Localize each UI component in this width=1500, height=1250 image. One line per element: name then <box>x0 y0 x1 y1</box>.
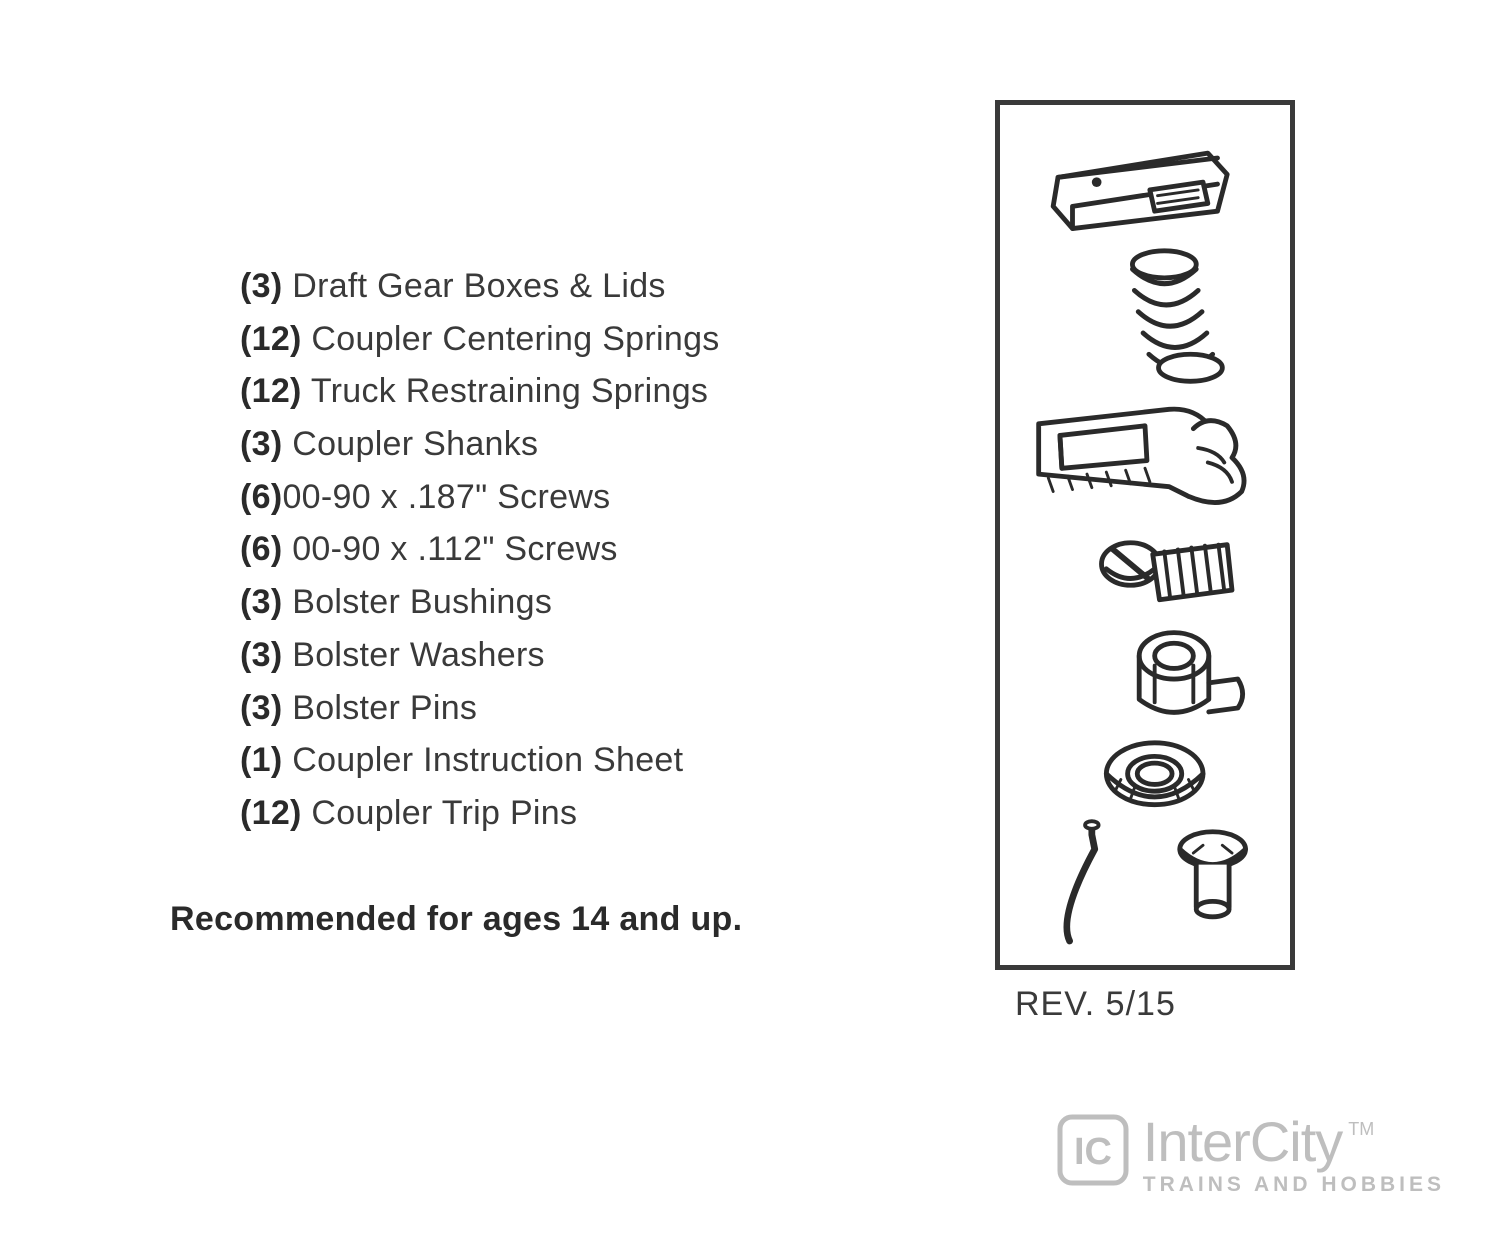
coupler-shank-icon <box>1039 409 1244 502</box>
watermark-subtitle: TRAINS AND HOBBIES <box>1143 1174 1445 1195</box>
parts-list-region: (3) Draft Gear Boxes & Lids (12) Coupler… <box>240 260 960 840</box>
watermark-tm: TM <box>1348 1120 1374 1138</box>
list-item: (3) Bolster Bushings <box>240 576 960 629</box>
watermark-badge-text: IC <box>1074 1131 1112 1173</box>
list-item: (3) Draft Gear Boxes & Lids <box>240 260 960 313</box>
item-qty: (3) <box>240 425 282 463</box>
item-qty: (3) <box>240 583 282 621</box>
item-label: Coupler Instruction Sheet <box>292 741 683 779</box>
item-label: Coupler Centering Springs <box>311 320 719 358</box>
item-qty: (6) <box>240 530 282 568</box>
bolster-pin-icon <box>1180 832 1246 917</box>
item-label: Bolster Bushings <box>292 583 552 621</box>
parts-diagram-svg <box>1000 105 1290 965</box>
item-label: Truck Restraining Springs <box>311 372 708 410</box>
watermark: IC InterCity TM TRAINS AND HOBBIES <box>1057 1114 1445 1195</box>
watermark-text-block: InterCity TM TRAINS AND HOBBIES <box>1143 1114 1445 1195</box>
list-item: (3) Coupler Shanks <box>240 418 960 471</box>
list-item: (6) 00-90 x .112" Screws <box>240 523 960 576</box>
screw-icon <box>1102 543 1233 600</box>
list-item: (1) Coupler Instruction Sheet <box>240 734 960 787</box>
item-label: Bolster Washers <box>292 636 545 674</box>
item-qty: (3) <box>240 636 282 674</box>
item-qty: (3) <box>240 689 282 727</box>
list-item: (12) Coupler Centering Springs <box>240 313 960 366</box>
age-recommendation: Recommended for ages 14 and up. <box>170 900 742 939</box>
draft-gear-box-icon <box>1053 153 1227 228</box>
item-label: Coupler Shanks <box>292 425 538 463</box>
item-qty: (6) <box>240 478 282 516</box>
item-qty: (1) <box>240 741 282 779</box>
list-item: (12) Coupler Trip Pins <box>240 787 960 840</box>
item-qty: (12) <box>240 320 302 358</box>
centering-spring-icon <box>1132 251 1222 381</box>
watermark-badge-icon: IC <box>1057 1114 1129 1186</box>
item-qty: (3) <box>240 267 282 305</box>
item-qty: (12) <box>240 794 302 832</box>
list-item: (12) Truck Restraining Springs <box>240 365 960 418</box>
list-item: (6)00-90 x .187" Screws <box>240 471 960 524</box>
revision-label: REV. 5/15 <box>1015 985 1176 1024</box>
item-label: 00-90 x .112" Screws <box>292 530 617 568</box>
list-item: (3) Bolster Pins <box>240 682 960 735</box>
parts-list: (3) Draft Gear Boxes & Lids (12) Coupler… <box>240 260 960 840</box>
item-qty: (12) <box>240 372 302 410</box>
trip-pin-icon <box>1067 821 1099 941</box>
list-item: (3) Bolster Washers <box>240 629 960 682</box>
watermark-title-row: InterCity TM <box>1143 1114 1445 1170</box>
bolster-washer-icon <box>1106 743 1203 805</box>
parts-diagram-box <box>995 100 1295 970</box>
item-label: 00-90 x .187" Screws <box>282 478 610 516</box>
item-label: Coupler Trip Pins <box>311 794 577 832</box>
bolster-bushing-icon <box>1139 633 1242 713</box>
item-label: Draft Gear Boxes & Lids <box>292 267 666 305</box>
watermark-title: InterCity <box>1143 1114 1343 1170</box>
item-label: Bolster Pins <box>292 689 477 727</box>
